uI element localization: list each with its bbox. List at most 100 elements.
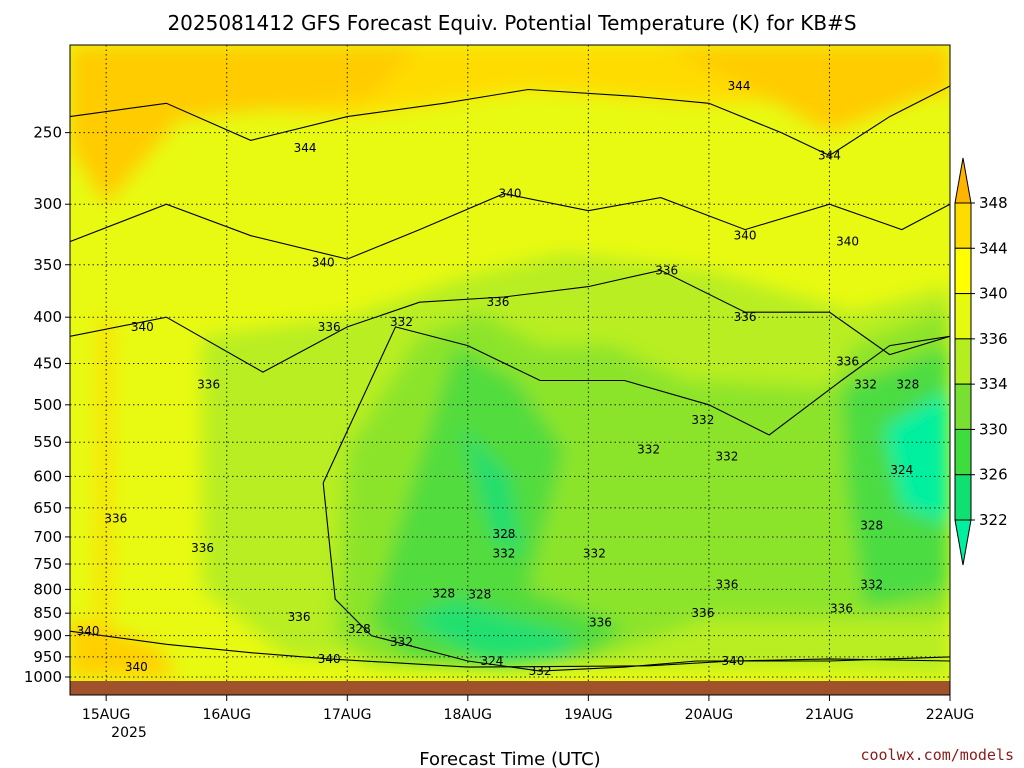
colorbar-label: 330: [979, 420, 1008, 438]
contour-label: 332: [716, 449, 739, 463]
contour-label: 336: [836, 355, 859, 369]
contour-label: 336: [191, 541, 214, 555]
contour-label: 340: [722, 654, 745, 668]
x-tick-label: 19AUG: [564, 707, 613, 723]
grid-lines: [70, 45, 950, 695]
warm-top-left: [70, 45, 420, 205]
y-axis: 250 300 350 400 450 500 550 600 650 700 750 800 850 9…: [24, 124, 70, 686]
contour-label: 332: [860, 577, 883, 591]
x-tick-label: 22AUG: [926, 707, 975, 723]
contour-340: [70, 193, 950, 260]
contour-label: 332: [691, 413, 714, 427]
y-tick-label: 1000: [24, 668, 62, 686]
x-tick-label: 17AUG: [323, 707, 372, 723]
colorbar-segment: [954, 474, 972, 521]
contour-labels: 344 344 344 340 340 340 340 340 336 336 336 336 336 3…: [77, 79, 920, 678]
contour-label: 332: [493, 546, 516, 560]
contour-label: 332: [583, 546, 606, 560]
plot-area: 344 344 344 340 340 340 340 340 336 336 336 336 336 3…: [70, 45, 950, 695]
contour-label: 336: [197, 378, 220, 392]
y-tick-label: 800: [33, 580, 62, 598]
x-tick-label: 16AUG: [202, 707, 251, 723]
contour-label: 332: [390, 315, 413, 329]
colorbar-segment: [954, 247, 972, 295]
y-tick-label: 600: [33, 467, 62, 485]
colorbar-label: 322: [979, 511, 1008, 529]
contour-label: 340: [734, 229, 757, 243]
contour-label: 344: [818, 149, 841, 163]
contour-label: 336: [288, 610, 311, 624]
contour-label: 332: [854, 378, 877, 392]
x-tick-label: 20AUG: [685, 707, 734, 723]
chart-title: 2025081412 GFS Forecast Equiv. Potential…: [167, 11, 856, 35]
colorbar-segment: [954, 383, 972, 430]
colorbar-bottom-arrow: [954, 519, 972, 566]
colorbar-top-arrow: [954, 157, 972, 204]
contour-label: 332: [637, 442, 660, 456]
contour-label: 336: [716, 577, 739, 591]
colorbar: 348 344 340 336 334 330 326 322: [954, 157, 1008, 566]
y-tick-label: 900: [33, 627, 62, 645]
contour-label: 336: [486, 295, 509, 309]
x-tick-label: 21AUG: [805, 707, 854, 723]
y-tick-label: 300: [33, 195, 62, 213]
colorbar-label: 340: [979, 285, 1008, 303]
y-tick-label: 250: [33, 124, 62, 142]
y-tick-label: 850: [33, 604, 62, 622]
colorbar-label: 334: [979, 375, 1008, 393]
y-tick-label: 650: [33, 499, 62, 517]
contour-label: 332: [529, 664, 552, 678]
contour-label: 336: [104, 512, 127, 526]
zone-326: [407, 599, 577, 663]
warm-top-right: [660, 45, 950, 133]
colorbar-segment: [954, 293, 972, 340]
x-year-label: 2025: [111, 725, 147, 741]
contour-label: 336: [830, 602, 853, 616]
contour-label: 324: [480, 654, 503, 668]
colorbar-segment: [954, 428, 972, 476]
contour-label: 328: [860, 519, 883, 533]
contour-label: 336: [734, 310, 757, 324]
x-axis-title: Forecast Time (UTC): [419, 749, 600, 768]
contour-332-upper: [322, 326, 950, 484]
contour-344: [70, 85, 950, 157]
colorbar-label: 344: [979, 239, 1008, 257]
contour-label: 340: [125, 660, 148, 674]
colorbar-label: 348: [979, 194, 1008, 212]
contour-label: 336: [589, 615, 612, 629]
contour-332-lower: [322, 482, 950, 672]
warm-left-column: [96, 317, 113, 677]
contour-label: 344: [728, 79, 751, 93]
field-fill: [70, 45, 950, 677]
contour-label: 328: [468, 587, 491, 601]
contour-label: 324: [890, 463, 913, 477]
y-tick-label: 950: [33, 648, 62, 666]
contour-label: 328: [896, 378, 919, 392]
contour-label: 336: [318, 320, 341, 334]
contour-label: 336: [655, 263, 678, 277]
contour-label: 328: [432, 586, 455, 600]
colorbar-segment: [954, 338, 972, 385]
y-tick-label: 500: [33, 396, 62, 414]
contour-label: 340: [318, 652, 341, 666]
zone-326-mid: [461, 427, 523, 559]
y-tick-label: 350: [33, 256, 62, 274]
ground-bar: [70, 681, 950, 695]
contour-label: 340: [836, 235, 859, 249]
contour-label: 340: [77, 624, 100, 638]
contour-label: 344: [294, 141, 317, 155]
contour-label: 332: [390, 635, 413, 649]
contour-label: 340: [499, 187, 522, 201]
x-tick-label: 15AUG: [82, 707, 131, 723]
warm-bottom-left: [70, 617, 179, 677]
y-tick-label: 700: [33, 528, 62, 546]
contour-label: 328: [348, 622, 371, 636]
credit-label: coolwx.com/models: [860, 746, 1014, 764]
y-tick-label: 400: [33, 308, 62, 326]
y-tick-label: 750: [33, 555, 62, 573]
x-tick-label: 18AUG: [444, 707, 493, 723]
contour-label: 328: [493, 527, 516, 541]
y-tick-label: 550: [33, 433, 62, 451]
colorbar-segment: [954, 202, 972, 249]
colorbar-label: 336: [979, 330, 1008, 348]
